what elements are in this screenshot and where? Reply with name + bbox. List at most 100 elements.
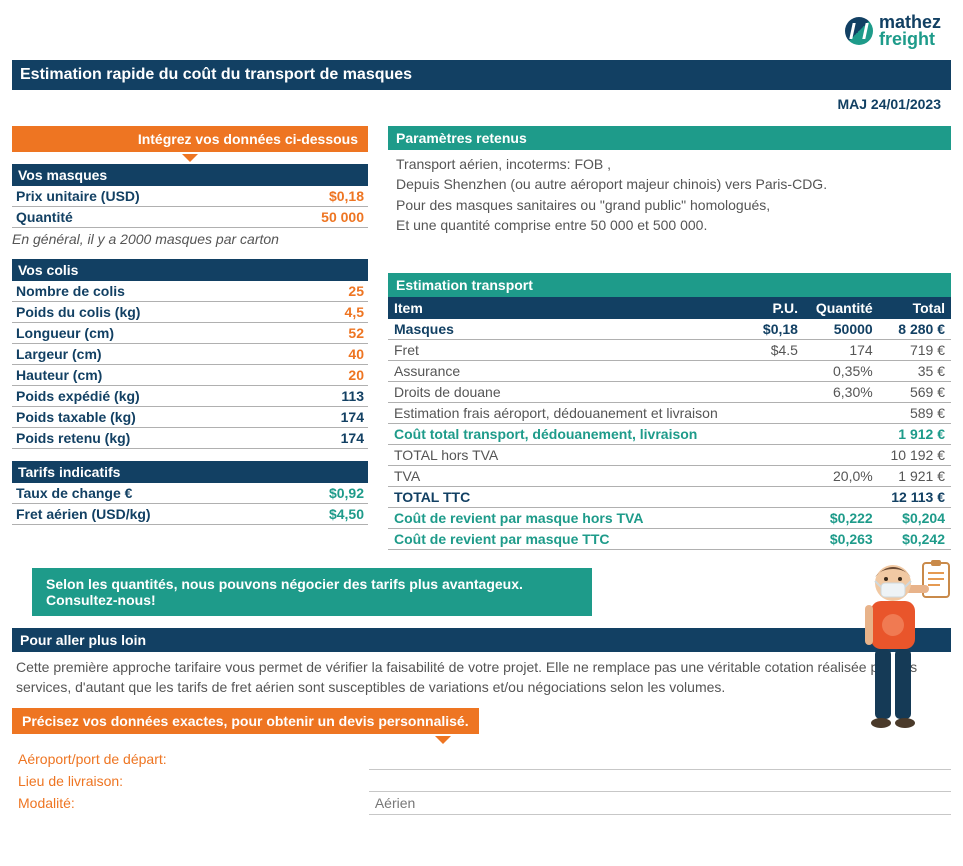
- rate-row-label: Taux de change €: [12, 483, 285, 504]
- qty-value[interactable]: 50 000: [269, 207, 368, 228]
- rate-row-label: Fret aérien (USD/kg): [12, 504, 285, 525]
- rates-table: Taux de change €$0,92Fret aérien (USD/kg…: [12, 483, 368, 525]
- estimate-cell: 50000: [804, 319, 879, 340]
- brand-logomark-icon: [845, 17, 873, 45]
- estimate-cell: 569 €: [879, 382, 951, 403]
- package-row-value[interactable]: 25: [300, 281, 368, 302]
- estimate-cell: [753, 445, 804, 466]
- packages-heading: Vos colis: [12, 259, 368, 281]
- estimate-table: ItemP.U.QuantitéTotal Masques$0,18500008 …: [388, 297, 951, 550]
- estimate-cell: Masques: [388, 319, 753, 340]
- form-row-label: Aéroport/port de départ:: [12, 748, 369, 770]
- estimate-cell: 35 €: [879, 361, 951, 382]
- left-column: Intégrez vos données ci-dessous Vos masq…: [12, 126, 368, 525]
- form-row-label: Modalité:: [12, 792, 369, 815]
- masks-note: En général, il y a 2000 masques par cart…: [12, 228, 368, 247]
- package-row-value[interactable]: 4,5: [300, 302, 368, 323]
- estimate-cell: [804, 424, 879, 445]
- negotiation-tip: Selon les quantités, nous pouvons négoci…: [32, 568, 592, 616]
- qty-label: Quantité: [12, 207, 269, 228]
- estimate-cell: [753, 466, 804, 487]
- estimate-cell: 20,0%: [804, 466, 879, 487]
- estimate-cell: 8 280 €: [879, 319, 951, 340]
- estimate-cell: 1 921 €: [879, 466, 951, 487]
- estimate-cell: 12 113 €: [879, 487, 951, 508]
- package-row-label: Poids taxable (kg): [12, 407, 300, 428]
- estimate-cell: Assurance: [388, 361, 753, 382]
- package-row-label: Poids du colis (kg): [12, 302, 300, 323]
- estimate-cell: $4.5: [753, 340, 804, 361]
- estimate-cell: [804, 403, 879, 424]
- package-row-value: 174: [300, 428, 368, 449]
- estimate-cell: [753, 403, 804, 424]
- package-row-value: 113: [300, 386, 368, 407]
- estimate-cell: TOTAL hors TVA: [388, 445, 753, 466]
- param-line: Transport aérien, incoterms: FOB ,: [396, 154, 943, 174]
- estimate-col-header: Item: [388, 297, 753, 319]
- estimate-cell: [753, 382, 804, 403]
- param-line: Et une quantité comprise entre 50 000 et…: [396, 215, 943, 235]
- param-line: Depuis Shenzhen (ou autre aéroport majeu…: [396, 174, 943, 194]
- mascot-illustration: [845, 555, 955, 755]
- estimate-cell: 719 €: [879, 340, 951, 361]
- estimate-col-header: P.U.: [753, 297, 804, 319]
- estimate-cell: TOTAL TTC: [388, 487, 753, 508]
- estimate-cell: [753, 361, 804, 382]
- estimate-cell: $0,263: [804, 529, 879, 550]
- package-row-value[interactable]: 40: [300, 344, 368, 365]
- estimate-cell: [753, 529, 804, 550]
- quote-callout: Précisez vos données exactes, pour obten…: [12, 708, 479, 734]
- estimate-heading: Estimation transport: [388, 273, 951, 297]
- estimate-cell: [804, 487, 879, 508]
- package-row-value: 174: [300, 407, 368, 428]
- estimate-cell: 6,30%: [804, 382, 879, 403]
- page-title: Estimation rapide du coût du transport d…: [12, 60, 951, 90]
- estimate-cell: [753, 487, 804, 508]
- form-row-label: Lieu de livraison:: [12, 770, 369, 792]
- package-row-label: Poids retenu (kg): [12, 428, 300, 449]
- estimate-cell: $0,18: [753, 319, 804, 340]
- brand-wordmark: mathez freight: [879, 14, 941, 48]
- package-row-label: Poids expédié (kg): [12, 386, 300, 407]
- estimate-cell: Estimation frais aéroport, dédouanement …: [388, 403, 753, 424]
- estimate-cell: Fret: [388, 340, 753, 361]
- masks-heading: Vos masques: [12, 164, 368, 186]
- unit-price-value[interactable]: $0,18: [269, 186, 368, 207]
- params-heading: Paramètres retenus: [388, 126, 951, 150]
- estimate-cell: [753, 508, 804, 529]
- estimate-cell: $0,222: [804, 508, 879, 529]
- rate-row-value: $0,92: [285, 483, 368, 504]
- update-date: MAJ 24/01/2023: [12, 90, 951, 126]
- estimate-cell: Coût de revient par masque hors TVA: [388, 508, 753, 529]
- estimate-col-header: Quantité: [804, 297, 879, 319]
- estimate-cell: [804, 445, 879, 466]
- farther-body: Cette première approche tarifaire vous p…: [12, 652, 951, 707]
- package-row-value[interactable]: 20: [300, 365, 368, 386]
- unit-price-label: Prix unitaire (USD): [12, 186, 269, 207]
- form-row-value[interactable]: [369, 770, 951, 792]
- estimate-cell: $0,204: [879, 508, 951, 529]
- form-row-value[interactable]: Aérien: [369, 792, 951, 815]
- farther-heading: Pour aller plus loin: [12, 628, 951, 652]
- quote-form: Aéroport/port de départ:Lieu de livraiso…: [12, 748, 951, 816]
- param-line: Pour des masques sanitaires ou "grand pu…: [396, 195, 943, 215]
- estimate-col-header: Total: [879, 297, 951, 319]
- brand-logo: mathez freight: [12, 10, 951, 60]
- right-column: Paramètres retenus Transport aérien, inc…: [388, 126, 951, 550]
- package-row-label: Longueur (cm): [12, 323, 300, 344]
- package-row-value[interactable]: 52: [300, 323, 368, 344]
- rates-heading: Tarifs indicatifs: [12, 461, 368, 483]
- estimate-cell: Coût total transport, dédouanement, livr…: [388, 424, 753, 445]
- estimate-cell: Droits de douane: [388, 382, 753, 403]
- estimate-cell: $0,242: [879, 529, 951, 550]
- package-row-label: Hauteur (cm): [12, 365, 300, 386]
- estimate-cell: 0,35%: [804, 361, 879, 382]
- brand-line2: freight: [879, 31, 941, 48]
- input-callout: Intégrez vos données ci-dessous: [12, 126, 368, 152]
- estimate-cell: TVA: [388, 466, 753, 487]
- estimate-cell: Coût de revient par masque TTC: [388, 529, 753, 550]
- estimate-cell: 1 912 €: [879, 424, 951, 445]
- estimate-cell: 589 €: [879, 403, 951, 424]
- rate-row-value: $4,50: [285, 504, 368, 525]
- params-body: Transport aérien, incoterms: FOB ,Depuis…: [388, 150, 951, 245]
